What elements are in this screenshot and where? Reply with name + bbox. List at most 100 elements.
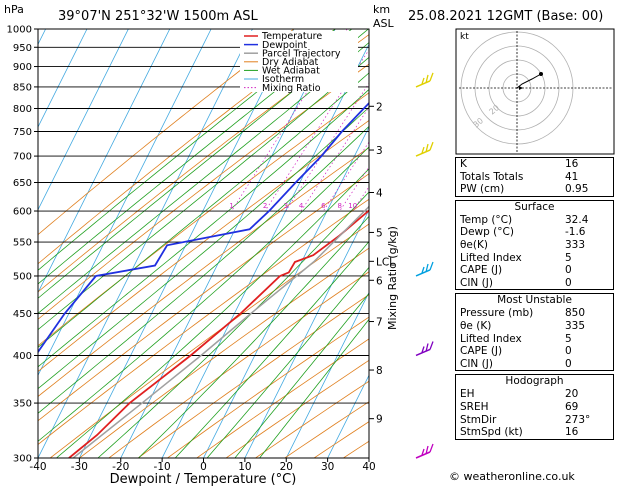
wet-adiabat-line (174, 240, 369, 458)
dry-adiabat-line (79, 247, 369, 458)
mixing-ratio-label: 25 (405, 202, 414, 210)
pressure-tick-label: 800 (13, 104, 32, 115)
isotherm-line (38, 29, 129, 211)
wind-barb-flag (421, 346, 425, 353)
surface-row: CAPE (J) 0 (456, 264, 613, 277)
wind-barb-flag (425, 445, 429, 455)
basic-index-label: K (460, 158, 467, 170)
dry-adiabat-line (196, 338, 369, 458)
isotherm-line (38, 29, 88, 128)
km-label: km (373, 3, 390, 16)
wind-barb-flag (421, 448, 425, 456)
basic-index-value: 41 (565, 170, 579, 183)
dry-adiabat-line (38, 198, 369, 445)
altitude-tick-label: 3 (376, 145, 383, 157)
surface-label: θe(K) (460, 238, 488, 251)
surface-label: Dewp (°C) (460, 226, 514, 239)
temperature-tick-label: -30 (71, 461, 88, 473)
surface-row: Dewp (°C) -1.6 (456, 226, 613, 239)
wet-adiabat-line (38, 106, 369, 390)
surface-value: -1.6 (565, 226, 586, 239)
altitude-tick-label: 6 (376, 275, 383, 287)
most-unstable-value: 5 (565, 332, 572, 345)
surface-value: 0 (565, 276, 572, 289)
hodograph-index-row: SREH 69 (456, 401, 613, 414)
wet-adiabat-line (138, 215, 369, 458)
wind-barb-flag (421, 266, 425, 274)
altitude-tick-label: 7 (376, 317, 383, 329)
wind-barb (415, 72, 434, 88)
mixing-ratio-label: 10 (348, 202, 357, 210)
altitude-tick-label: LCL (376, 256, 395, 268)
legend-label: Mixing Ratio (262, 83, 321, 94)
most-unstable-row: Lifted Index 5 (456, 333, 613, 346)
wet-adiabat-line (259, 318, 369, 458)
surface-box: Surface Temp (°C) 32.4 Dewp (°C) -1.6 θe(K) 3… (455, 199, 614, 291)
hpa-label: hPa (4, 3, 24, 16)
dry-adiabat-line (108, 271, 369, 458)
wind-barb-flag (421, 77, 425, 85)
dry-adiabat-line (167, 316, 369, 458)
surface-value: 32.4 (565, 213, 589, 226)
temperature-tick-label: 20 (280, 461, 293, 473)
pressure-tick-label: 450 (13, 309, 32, 320)
hodograph-index-row: EH 20 (456, 388, 613, 401)
mixing-ratio-label: 6 (321, 202, 326, 210)
hodograph-trace (516, 73, 542, 89)
wind-barb (415, 261, 434, 277)
mixing-ratio-line (300, 106, 369, 212)
pressure-tick-label: 900 (13, 62, 32, 73)
mixing-ratio-label: 8 (337, 202, 341, 210)
most-unstable-value: 850 (565, 307, 586, 320)
hodograph-index-label: StmSpd (kt) (460, 426, 523, 439)
basic-index-value: 16 (565, 158, 579, 170)
surface-label: Temp (°C) (460, 213, 513, 226)
isotherm-line (327, 374, 369, 458)
series-line-parcel-trajectory (72, 205, 369, 458)
temperature-tick-label: 0 (200, 461, 207, 473)
mixing-ratio-label: 20 (391, 202, 400, 210)
copyright: © weatheronline.co.uk (449, 470, 575, 483)
isotherm-line (161, 43, 369, 458)
indices-panel: K 16 Totals Totals 41 PW (cm) 0.95 Surface Te… (455, 157, 614, 443)
wind-barb-flag (425, 143, 429, 153)
location-title: 39°07'N 251°32'W 1500m ASL (58, 9, 258, 24)
pressure-tick-label: 1000 (7, 25, 32, 36)
temperature-tick-label: 10 (238, 461, 251, 473)
mixing-ratio-line (285, 82, 369, 212)
pressure-tick-label: 300 (13, 454, 32, 465)
surface-value: 5 (565, 251, 572, 264)
surface-label: CIN (J) (460, 276, 493, 289)
basic-indices-box: K 16 Totals Totals 41 PW (cm) 0.95 (455, 157, 614, 197)
pressure-tick-label: 750 (13, 127, 32, 138)
temperature-tick-label: -10 (154, 461, 171, 473)
mixing-ratio-label: 3 (284, 202, 288, 210)
isotherm-line (285, 291, 369, 458)
pressure-tick-label: 400 (13, 351, 32, 362)
legend-label: Isotherm (262, 74, 304, 85)
wind-barb (415, 141, 434, 157)
hodograph-index-label: SREH (460, 400, 489, 413)
wind-barb-staff (415, 451, 431, 459)
mixing-ratio-line (323, 141, 369, 212)
most-unstable-box: Most Unstable Pressure (mb) 850 θe (K) 335 L… (455, 293, 614, 372)
pressure-tick-label: 350 (13, 399, 32, 410)
hodograph-index-row: StmDir 273° (456, 414, 613, 427)
most-unstable-value: 0 (565, 345, 572, 358)
legend-label: Temperature (261, 31, 322, 42)
wind-barb-flag (421, 146, 425, 154)
basic-index-row: PW (cm) 0.95 (456, 183, 613, 196)
storm-motion-marker (519, 86, 523, 90)
hodograph-kt-label: kt (460, 32, 469, 42)
surface-value: 333 (565, 238, 586, 251)
wind-barbs (415, 72, 434, 459)
wind-barb-flag (425, 74, 429, 84)
surface-row: Temp (°C) 32.4 (456, 214, 613, 227)
pressure-tick-label: 500 (13, 271, 32, 282)
mixing-ratio-label: 4 (299, 202, 304, 210)
mixing-ratio-label: 2 (263, 202, 267, 210)
isotherm-line (79, 29, 295, 458)
